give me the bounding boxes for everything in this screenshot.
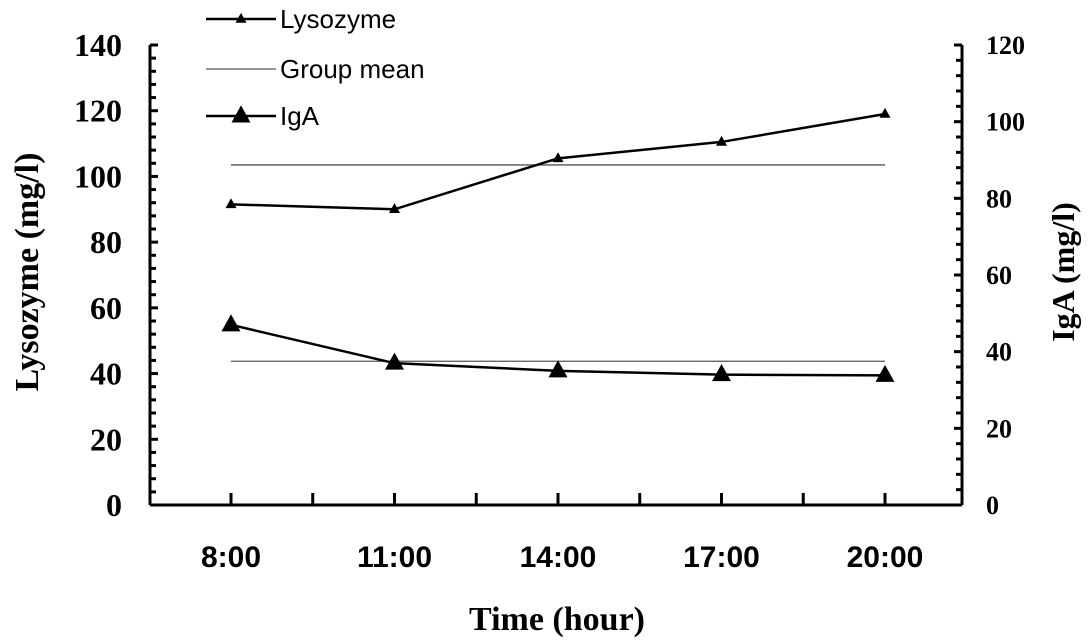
right-y-tick-label: 0 <box>986 491 999 520</box>
series-lines <box>221 107 895 382</box>
right-y-tick-label: 40 <box>986 338 1012 367</box>
left-y-axis-title: Lysozyme (mg/l) <box>9 153 46 392</box>
legend-label: Group mean <box>280 54 425 84</box>
right-y-tick-label: 80 <box>986 184 1012 213</box>
left-y-tick-label: 0 <box>106 487 122 523</box>
right-y-axis-title: IgA (mg/l) <box>1045 202 1081 342</box>
legend-label: IgA <box>280 101 320 131</box>
iga-point <box>548 360 568 378</box>
left-y-tick-label: 100 <box>74 158 122 194</box>
left-y-tick-label: 40 <box>90 356 122 392</box>
lysozyme-point <box>879 107 891 118</box>
lysozyme-point <box>716 135 727 146</box>
lysozyme-point <box>225 198 237 209</box>
x-tick-label: 17:00 <box>683 541 760 574</box>
left-y-tick-label: 120 <box>74 93 122 129</box>
left-y-tick-label: 80 <box>90 224 122 260</box>
iga-point <box>385 352 404 370</box>
legend-marker-small-triangle <box>235 12 247 23</box>
right-y-tick-label: 20 <box>986 414 1012 443</box>
right-y-tick-label: 60 <box>986 261 1012 290</box>
left-y-tick-label: 140 <box>74 27 122 63</box>
right-y-tick-label: 120 <box>986 31 1025 60</box>
iga-point <box>875 364 895 382</box>
right-y-tick-label: 100 <box>986 108 1025 137</box>
x-tick-label: 14:00 <box>520 541 597 574</box>
group-mean-lines <box>231 164 885 362</box>
legend: Lysozyme Group mean IgA <box>206 4 425 131</box>
left-y-tick-label: 20 <box>90 421 122 457</box>
x-tick-label: 8:00 <box>201 541 261 574</box>
left-y-tick-label: 60 <box>90 290 122 326</box>
x-axis-title: Time (hour) <box>469 601 645 638</box>
iga-point <box>221 314 241 332</box>
lysozyme-point <box>552 152 564 163</box>
tick-labels: 0 20 40 60 80 100 120 140 0 20 40 60 80 100 120 8:00 11:… <box>74 27 1025 574</box>
iga-point <box>712 364 731 382</box>
axes <box>148 43 964 507</box>
lysozyme-point <box>389 203 400 214</box>
x-tick-label: 20:00 <box>847 541 924 574</box>
legend-label: Lysozyme <box>280 4 396 34</box>
legend-marker-large-triangle <box>231 105 251 123</box>
x-tick-label: 11:00 <box>357 541 432 574</box>
